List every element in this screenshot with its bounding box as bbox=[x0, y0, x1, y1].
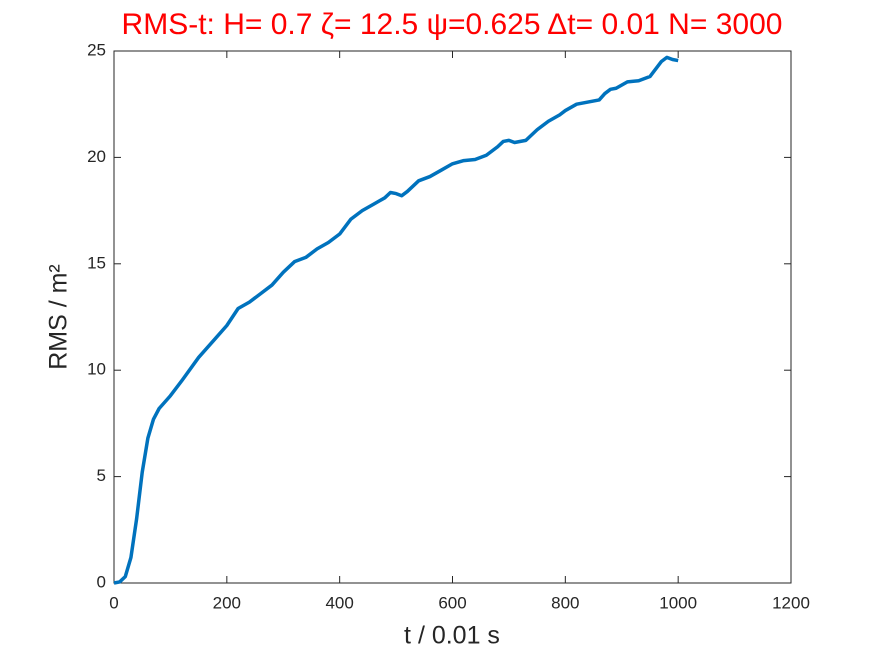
line-series bbox=[113, 55, 679, 585]
y-tick-label: 10 bbox=[87, 360, 106, 379]
plot-area bbox=[113, 50, 792, 584]
chart-title: RMS-t: H= 0.7 ζ= 12.5 ψ=0.625 Δt= 0.01 N… bbox=[122, 8, 783, 41]
y-tick-label: 0 bbox=[97, 572, 106, 591]
y-tick-label: 5 bbox=[97, 466, 106, 485]
y-tick-label: 25 bbox=[87, 40, 106, 59]
x-tick-label: 800 bbox=[551, 593, 579, 612]
x-tick-label: 1000 bbox=[659, 593, 697, 612]
y-tick-label: 15 bbox=[87, 253, 106, 272]
x-tick-label: 600 bbox=[438, 593, 466, 612]
x-tick-label: 400 bbox=[325, 593, 353, 612]
x-tick-label: 200 bbox=[213, 593, 241, 612]
x-tick-label: 0 bbox=[109, 593, 118, 612]
x-axis-label: t / 0.01 s bbox=[404, 622, 500, 650]
x-tick-label: 1200 bbox=[772, 593, 810, 612]
y-axis-label: RMS / m² bbox=[45, 264, 73, 370]
y-tick-label: 20 bbox=[87, 147, 106, 166]
